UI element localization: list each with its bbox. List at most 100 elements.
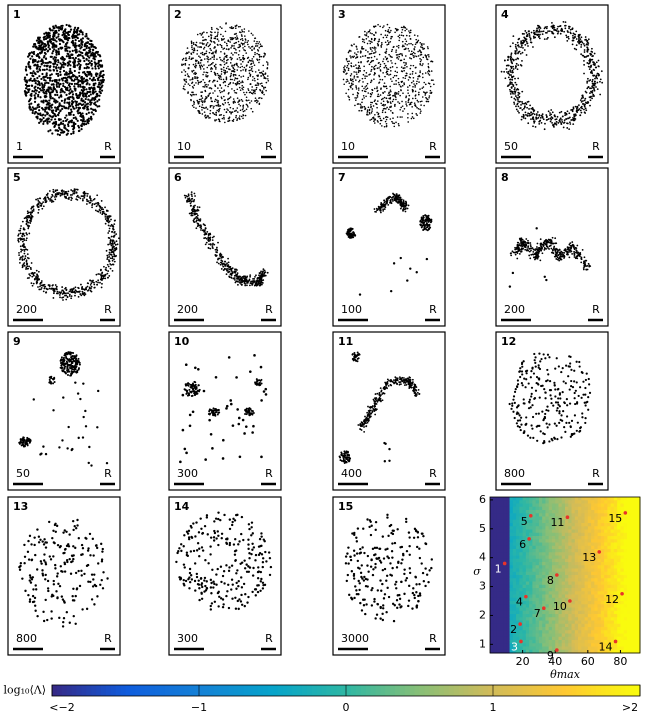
particle [208,247,210,249]
particle [41,63,43,65]
particle [588,38,590,40]
particle [62,120,64,122]
particle [379,54,381,56]
particle [80,51,82,53]
particle [39,96,41,98]
particle [222,118,224,120]
particle [210,40,212,42]
particle [252,93,254,95]
particle [251,33,253,35]
particle [594,75,596,77]
particle [531,32,533,34]
particle [390,38,392,40]
particle [98,95,100,97]
particle [109,242,111,244]
particle [408,95,410,97]
particle [30,268,32,270]
particle [416,42,418,44]
particle [83,60,85,62]
particle [510,54,512,56]
particle [226,78,228,80]
particle [375,103,377,105]
particle [205,96,207,98]
particle [226,71,228,73]
particle [255,274,257,276]
particle [25,91,27,93]
particle [216,35,218,37]
particle [56,94,58,96]
particle [374,211,376,213]
particle [212,68,214,70]
particle [56,84,58,86]
particle [240,89,242,91]
particle [388,29,390,31]
particle [210,105,212,107]
particle [539,120,541,122]
particle [191,191,193,193]
particle [524,44,526,46]
particle [217,38,219,40]
particle [251,49,253,51]
particle [184,74,186,76]
particle [563,127,565,129]
particle [103,275,105,277]
particle [566,36,568,38]
particle [429,74,431,76]
particle [80,31,82,33]
particle [422,57,424,59]
particle [76,32,78,34]
particle [355,85,357,87]
particle [416,100,418,102]
particle [514,87,516,89]
particle [23,243,25,245]
particle [194,48,196,50]
particle [59,296,61,298]
particle [251,58,253,60]
particle [227,102,229,104]
particle [407,208,409,210]
particle [107,277,109,279]
particle [396,67,398,69]
particle [38,106,40,108]
particle [194,76,196,78]
particle [358,62,360,64]
particle [94,82,96,84]
particle [106,250,108,252]
particle [347,61,349,63]
particle [404,65,406,67]
particle [39,118,41,120]
particle [57,114,59,116]
particle [224,99,226,101]
particle [95,96,97,98]
particle [419,50,421,52]
particle [237,97,239,99]
particle [254,54,256,56]
particle [525,111,527,113]
particle [550,113,552,115]
particle [407,92,409,94]
particle [382,61,384,63]
particle [205,117,207,119]
particle [249,284,251,286]
particle [512,58,514,60]
particle [38,209,40,211]
particle [523,36,525,38]
particle [48,32,50,34]
particle [74,27,76,29]
particle [413,65,415,67]
particle [199,226,201,228]
particle [390,30,392,32]
particle [187,53,189,55]
particle [28,277,30,279]
particle [356,54,358,56]
particle [98,203,100,205]
particle [94,65,96,67]
particle [367,111,369,113]
particle [201,100,203,102]
particle [433,84,435,86]
particle [100,92,102,94]
particle [104,214,106,216]
particle [261,280,263,282]
particle [85,113,87,115]
particle [43,33,45,35]
